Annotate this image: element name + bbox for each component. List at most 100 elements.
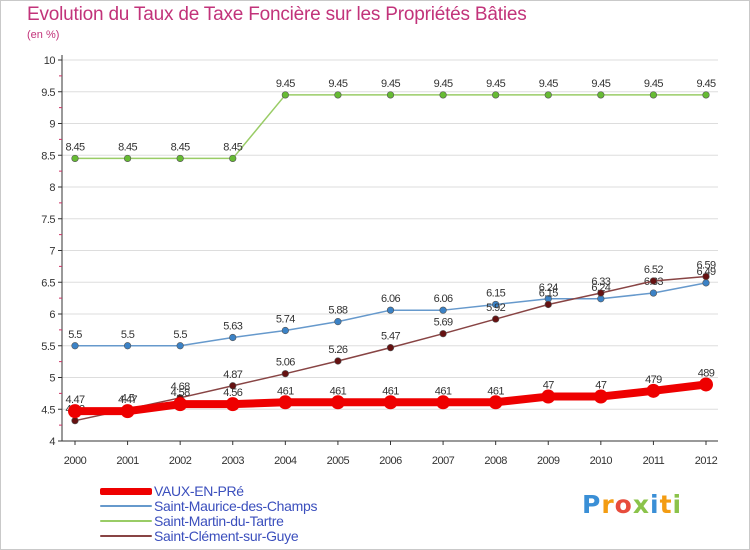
y-tick-label: 7 bbox=[49, 246, 55, 258]
data-point bbox=[229, 154, 237, 163]
data-point bbox=[330, 395, 345, 410]
data-label: 5.26 bbox=[328, 344, 347, 356]
data-label: 9.45 bbox=[696, 78, 715, 90]
x-tick-label: 2010 bbox=[590, 455, 613, 467]
data-label: 4.58 bbox=[171, 387, 190, 399]
data-point bbox=[229, 333, 237, 342]
x-tick-label: 2011 bbox=[643, 455, 665, 467]
data-label: 9.45 bbox=[328, 78, 347, 90]
data-point bbox=[386, 344, 395, 352]
data-label: 9.45 bbox=[644, 78, 663, 90]
data-label: 6.15 bbox=[539, 287, 558, 299]
data-point bbox=[229, 382, 237, 390]
data-label: 5.06 bbox=[276, 357, 295, 369]
data-point bbox=[492, 91, 500, 99]
data-label: 4.68 bbox=[171, 381, 190, 393]
data-label: 6.33 bbox=[591, 276, 610, 288]
data-point bbox=[123, 342, 132, 350]
series-saint-maurice-des-champs: 5.5 5.5 5.55.635.745.886.06 6.06 6.15 6.24 6.2… bbox=[68, 266, 717, 350]
data-label: 9.45 bbox=[276, 78, 295, 90]
data-label: 4.47 bbox=[118, 394, 137, 406]
data-point bbox=[702, 91, 710, 99]
data-point bbox=[492, 300, 500, 309]
data-label: 8.45 bbox=[65, 141, 84, 153]
data-label: 5.5 bbox=[68, 329, 82, 341]
data-point bbox=[71, 154, 79, 163]
x-tick-label: 2012 bbox=[695, 455, 718, 467]
data-label: 8.45 bbox=[171, 141, 190, 153]
data-point bbox=[334, 91, 342, 99]
data-point bbox=[281, 370, 289, 378]
data-label: 5.5 bbox=[121, 329, 135, 341]
y-tick-label: 6 bbox=[49, 309, 55, 321]
legend-label: VAUX-EN-PRé bbox=[154, 483, 244, 499]
legend-swatch bbox=[100, 535, 152, 537]
data-label: 6.24 bbox=[539, 282, 558, 294]
data-label: 9.45 bbox=[591, 78, 610, 90]
legend-label: Saint-Martin-du-Tartre bbox=[154, 513, 284, 529]
data-point bbox=[281, 91, 289, 99]
data-point bbox=[120, 404, 135, 419]
data-label: 489 bbox=[698, 367, 715, 379]
data-point bbox=[593, 389, 608, 404]
data-label: 5.5 bbox=[173, 329, 187, 341]
x-tick-label: 2008 bbox=[484, 455, 507, 467]
x-tick-label: 2005 bbox=[327, 455, 350, 467]
data-label: 461 bbox=[487, 385, 504, 397]
data-label: 47 bbox=[543, 380, 555, 392]
data-label: 5.63 bbox=[223, 320, 242, 332]
legend-label: Saint-Clément-sur-Guye bbox=[154, 528, 299, 544]
data-label: 8.45 bbox=[223, 141, 242, 153]
x-tick-label: 2006 bbox=[379, 455, 402, 467]
data-point bbox=[334, 357, 342, 365]
data-point bbox=[383, 395, 398, 410]
data-label: 5.74 bbox=[276, 314, 295, 326]
data-label: 6.06 bbox=[434, 293, 453, 305]
x-tick-label: 2004 bbox=[274, 455, 297, 467]
data-label: 6.15 bbox=[486, 287, 505, 299]
series-saint-martin-du-tartre: 8.45 8.45 8.45 8.45 9.45 9.45 9.45 9.45 9.45 9.45… bbox=[65, 78, 717, 163]
data-label: 5.92 bbox=[486, 302, 505, 314]
data-point bbox=[544, 300, 552, 309]
data-point bbox=[439, 91, 447, 99]
data-label: 5.47 bbox=[381, 331, 400, 343]
data-point bbox=[225, 397, 240, 412]
x-tick-label: 2001 bbox=[116, 455, 139, 467]
data-label: 479 bbox=[645, 374, 662, 386]
data-label: 4.87 bbox=[223, 369, 242, 381]
data-point bbox=[492, 315, 500, 323]
data-label: 6.59 bbox=[696, 260, 715, 272]
data-label: 9.45 bbox=[539, 78, 558, 90]
data-point bbox=[439, 306, 447, 314]
y-tick-label: 7.5 bbox=[41, 214, 55, 226]
data-label: 4.56 bbox=[223, 387, 242, 399]
legend-label: Saint-Maurice-des-Champs bbox=[154, 498, 318, 514]
data-label: 6.49 bbox=[696, 266, 715, 278]
data-point bbox=[281, 326, 289, 335]
x-tick-label: 2003 bbox=[222, 455, 245, 467]
y-tick-label: 9.5 bbox=[41, 87, 55, 99]
data-point bbox=[702, 272, 710, 281]
legend-swatch bbox=[100, 488, 152, 495]
data-point bbox=[699, 377, 713, 392]
data-point bbox=[436, 395, 451, 410]
data-point bbox=[71, 417, 79, 425]
data-point bbox=[649, 277, 658, 285]
series-vaux-en-pr-: 4.47 4.47 4.58 4.56 461 461 461 461 461 47 47 479 48… bbox=[65, 367, 715, 419]
data-label: 461 bbox=[382, 385, 399, 397]
data-label: 6.52 bbox=[644, 264, 663, 276]
data-point bbox=[649, 289, 658, 297]
data-label: 8.45 bbox=[118, 141, 137, 153]
data-point bbox=[123, 154, 132, 163]
data-label: 5.69 bbox=[434, 317, 453, 329]
y-tick-label: 10 bbox=[44, 55, 56, 67]
y-tick-label: 8.5 bbox=[41, 150, 55, 162]
data-point bbox=[334, 318, 342, 326]
y-tick-label: 9 bbox=[49, 119, 55, 131]
data-label: 9.45 bbox=[434, 78, 453, 90]
y-tick-label: 8 bbox=[49, 182, 55, 194]
data-point bbox=[173, 397, 188, 412]
data-point bbox=[68, 404, 82, 419]
data-point bbox=[702, 279, 710, 287]
legend-swatch bbox=[100, 520, 152, 522]
